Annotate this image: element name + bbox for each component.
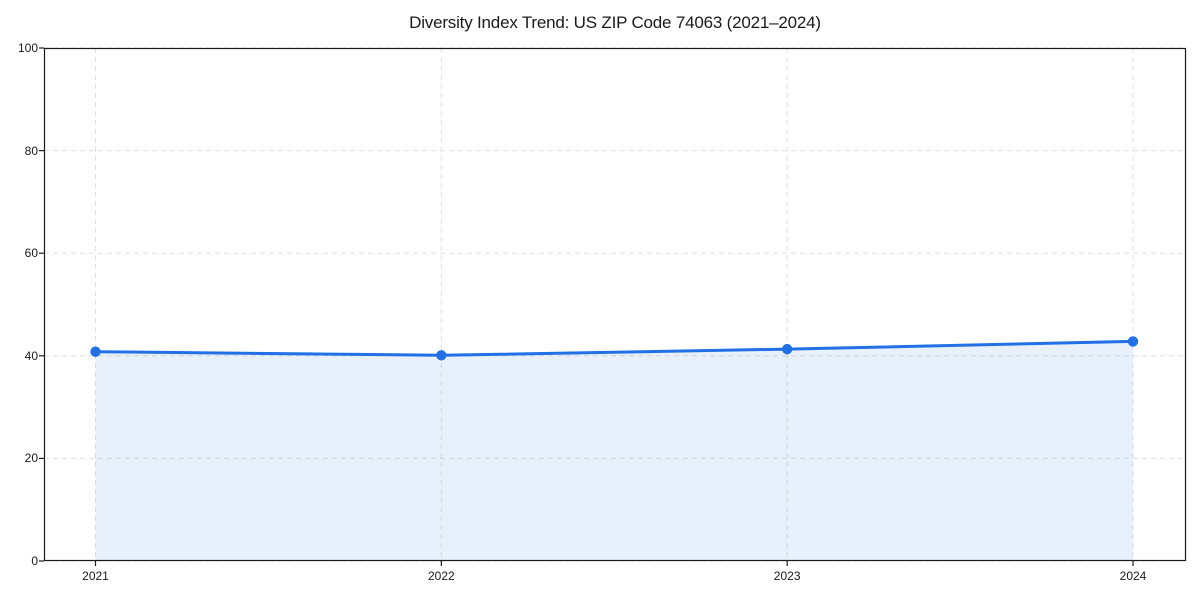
data-point [781, 343, 793, 355]
series-area-fill [95, 341, 1133, 561]
data-point [90, 346, 101, 357]
x-tick-label: 2023 [773, 569, 801, 583]
chart-title: Diversity Index Trend: US ZIP Code 74063… [409, 13, 821, 32]
y-tick-label: 60 [24, 246, 38, 261]
y-tick-label: 20 [24, 451, 38, 466]
y-tick-label: 80 [24, 143, 38, 158]
x-tick-label: 2022 [427, 569, 455, 583]
axes-spines [43, 47, 1187, 562]
x-tick-label: 2021 [82, 569, 109, 583]
series-line [94, 339, 1135, 357]
data-point [436, 350, 447, 361]
y-tick-label: 100 [17, 41, 38, 55]
y-tick-label: 0 [31, 554, 38, 568]
y-tick-label: 40 [24, 348, 38, 363]
x-tick-label: 2024 [1119, 569, 1147, 583]
data-point [1127, 336, 1139, 347]
